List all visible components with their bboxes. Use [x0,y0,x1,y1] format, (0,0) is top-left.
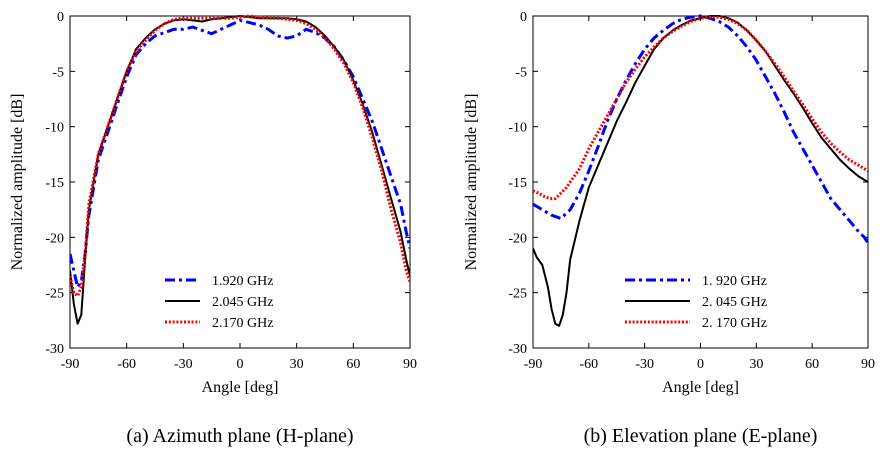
y-tick-label: -15 [508,176,527,191]
y-tick-label: -5 [52,65,64,80]
series-line-2 [533,15,868,327]
legend: 1. 920 GHz 2. 045 GHz 2. 170 GHz [625,274,767,331]
x-tick-label: -90 [61,357,80,372]
chart-panel-2: -90 -60 -30 0 30 60 90 0 -5 -10 -15 -20 -25 -30 Angle … [463,10,875,447]
legend-label-1: 1.920 GHz [212,274,273,289]
panel-caption: (a) Azimuth plane (H-plane) [126,425,353,447]
x-tick-label: -60 [117,357,136,372]
x-tick-label: 0 [237,357,244,372]
legend-label-2: 2. 045 GHz [702,295,767,310]
y-tick-label: 0 [57,10,64,25]
y-tick-label: -25 [45,287,64,302]
panel-caption: (b) Elevation plane (E-plane) [584,425,818,447]
series-line-2 [70,15,410,325]
x-tick-label: 60 [805,357,819,372]
y-tick-label: -15 [45,176,64,191]
x-tick-label: -30 [174,357,193,372]
legend-label-2: 2.045 GHz [212,295,273,310]
series-line-1 [533,14,868,244]
y-tick-label: -5 [515,65,527,80]
legend-label-3: 2.170 GHz [212,316,273,331]
plot-frame [532,15,869,349]
x-axis-label: Angle [deg] [662,379,739,396]
legend-label-1: 1. 920 GHz [702,274,767,289]
legend-label-3: 2. 170 GHz [702,316,767,331]
x-tick-label: -60 [579,357,598,372]
legend: 1.920 GHz 2.045 GHz 2.170 GHz [165,274,273,331]
series-line-3 [533,15,868,201]
y-axis-label: Normalized amplitude [dB] [9,94,26,271]
y-tick-label: -25 [508,287,527,302]
y-tick-label: -10 [45,121,64,136]
y-tick-label: -10 [508,121,527,136]
x-tick-label: 30 [749,357,763,372]
series-group [533,14,868,327]
y-axis-label: Normalized amplitude [dB] [463,94,480,271]
x-tick-label: 90 [403,357,417,372]
x-tick-label: -90 [524,357,543,372]
series-group [70,14,410,325]
x-tick-label: -30 [635,357,654,372]
y-tick-label: -20 [508,231,527,246]
y-tick-label: -20 [45,231,64,246]
x-tick-label: 30 [290,357,304,372]
x-tick-label: 0 [697,357,704,372]
x-tick-label: 90 [861,357,875,372]
x-tick-label: 60 [346,357,360,372]
y-tick-label: -30 [508,342,527,357]
y-tick-label: -30 [45,342,64,357]
series-line-3 [70,14,410,298]
chart-panel-1: -90 -60 -30 0 30 60 90 0 -5 -10 -15 -20 -25 -30 Angle … [9,10,417,447]
series-line-1 [70,18,410,289]
y-tick-label: 0 [520,10,527,25]
x-axis-label: Angle [deg] [202,379,279,396]
